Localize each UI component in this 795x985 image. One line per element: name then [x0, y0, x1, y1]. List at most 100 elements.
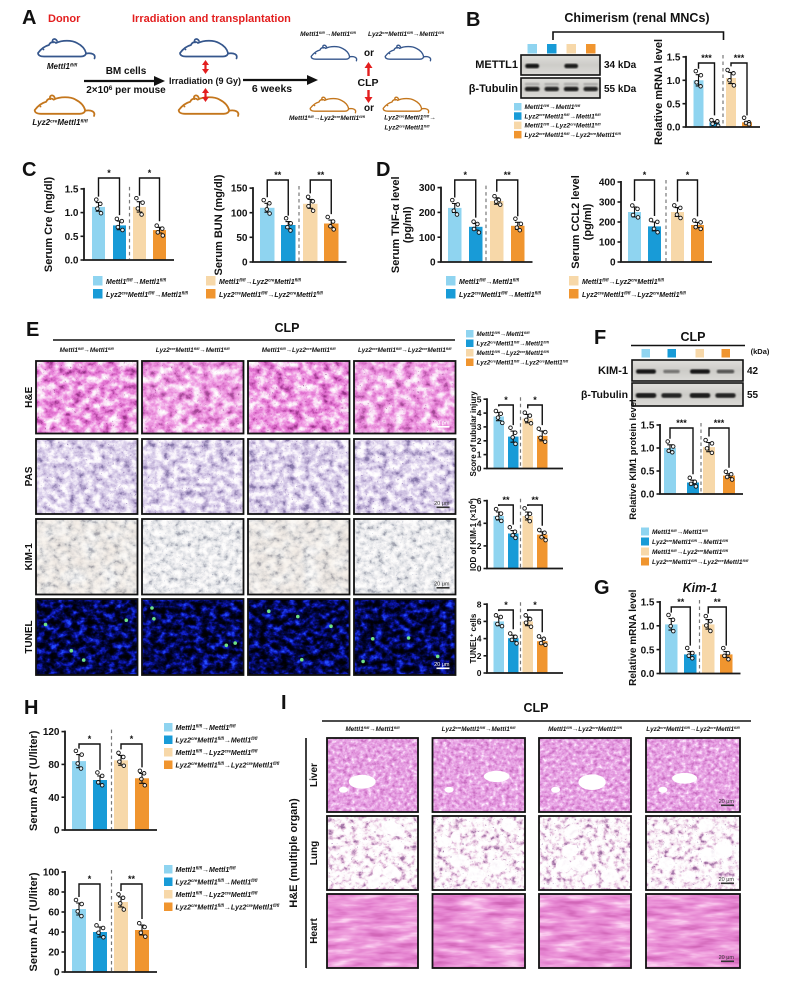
- svg-text:BM cells: BM cells: [106, 66, 147, 77]
- svg-text:4: 4: [477, 408, 482, 418]
- svg-text:β-Tubulin: β-Tubulin: [469, 83, 519, 95]
- svg-text:**: **: [502, 495, 510, 505]
- svg-text:**: **: [504, 170, 512, 180]
- svg-text:0: 0: [430, 258, 436, 269]
- svg-text:Score of tubular injury: Score of tubular injury: [469, 391, 478, 477]
- svg-text:2: 2: [477, 436, 482, 446]
- svg-text:0.0: 0.0: [65, 256, 79, 267]
- svg-text:20 μm: 20 μm: [434, 582, 450, 588]
- svg-text:Mettl1fl/fl→Mettl1fl/fl​: Mettl1fl/fl→Mettl1fl/fl​: [176, 866, 237, 874]
- svg-text:B: B: [466, 9, 480, 31]
- svg-text:Mettl1fl/fl→Lyz2creMettl1fl/fl: Mettl1fl/fl→Lyz2creMettl1fl/fl​: [525, 122, 602, 130]
- svg-text:**: **: [677, 597, 685, 607]
- svg-text:0: 0: [477, 668, 482, 678]
- svg-text:400: 400: [599, 178, 616, 189]
- svg-text:0: 0: [477, 564, 482, 574]
- svg-text:Mettl1fl/fl→Lyz2creMettl1fl/fl: Mettl1fl/fl→Lyz2creMettl1fl/fl​: [477, 350, 550, 357]
- svg-text:40: 40: [48, 793, 60, 804]
- svg-text:C: C: [22, 159, 36, 181]
- svg-text:Mettl1fl/fl→Mettl1fl/fl​: Mettl1fl/fl→Mettl1fl/fl​: [345, 726, 400, 733]
- svg-text:Mettl1fl/fl→Lyz2creMettl1fl/fl: Mettl1fl/fl→Lyz2creMettl1fl/fl​: [176, 749, 259, 757]
- svg-text:IOD of KIM-1 (×104): IOD of KIM-1 (×104): [468, 498, 478, 571]
- svg-text:2: 2: [477, 541, 482, 551]
- svg-text:Mettl1fl/fl→Lyz2creMettl1fl/fl: Mettl1fl/fl→Lyz2creMettl1fl/fl​: [582, 278, 665, 286]
- svg-text:Lyz2creMettl1fl/fl→Mettl1fl/fl: Lyz2creMettl1fl/fl→Mettl1fl/fl​: [477, 341, 550, 348]
- svg-text:β-Tubulin: β-Tubulin: [581, 389, 628, 401]
- svg-text:0: 0: [242, 258, 248, 269]
- svg-text:120: 120: [43, 727, 60, 738]
- svg-text:300: 300: [419, 183, 436, 194]
- svg-text:0.0: 0.0: [641, 490, 655, 501]
- svg-text:Lyz2creMettl1fl/fl→Mettl1fl/fl: Lyz2creMettl1fl/fl→Mettl1fl/fl​: [525, 112, 602, 120]
- svg-text:0: 0: [610, 258, 616, 269]
- svg-text:55: 55: [747, 390, 759, 401]
- svg-text:55 kDa: 55 kDa: [604, 84, 637, 95]
- svg-text:Relative mRNA level: Relative mRNA level: [628, 589, 639, 686]
- svg-text:I: I: [281, 692, 287, 714]
- svg-text:Serum Cre (mg/dl): Serum Cre (mg/dl): [43, 176, 55, 272]
- svg-text:3: 3: [477, 422, 482, 432]
- svg-text:80: 80: [48, 888, 60, 899]
- svg-text:Mettl1fl/fl→Lyz2creMettl1fl/fl: Mettl1fl/fl→Lyz2creMettl1fl/fl​: [289, 114, 366, 122]
- svg-text:Mettl1fl/fl→Mettl1fl/fl​: Mettl1fl/fl→Mettl1fl/fl​: [459, 278, 520, 286]
- svg-text:Lyz2creMettl1fl/fl→: Lyz2creMettl1fl/fl→: [384, 113, 435, 121]
- svg-text:34 kDa: 34 kDa: [604, 60, 637, 71]
- svg-text:2: 2: [477, 651, 482, 661]
- svg-text:20 μm: 20 μm: [434, 421, 450, 427]
- svg-text:Mettl1fl/fl→Mettl1fl/fl​: Mettl1fl/fl→Mettl1fl/fl​: [652, 528, 709, 536]
- svg-text:*: *: [533, 395, 537, 405]
- svg-text:(pg/ml): (pg/ml): [582, 203, 594, 240]
- svg-text:CLP: CLP: [275, 321, 300, 335]
- svg-text:Serum CCL2 level: Serum CCL2 level: [570, 175, 582, 269]
- svg-text:Lyz2creMettl1fl/fl→Mettl1fl/fl: Lyz2creMettl1fl/fl→Mettl1fl/fl​: [176, 878, 259, 886]
- svg-text:*: *: [686, 170, 690, 180]
- svg-text:20 μm: 20 μm: [434, 501, 450, 507]
- svg-text:Lyz2creMettl1fl/fl​: Lyz2creMettl1fl/fl​: [32, 118, 88, 127]
- svg-text:*: *: [533, 600, 537, 610]
- svg-text:6: 6: [477, 496, 482, 506]
- svg-text:Relative KIM1 protein level: Relative KIM1 protein level: [628, 399, 639, 519]
- svg-text:42: 42: [747, 366, 759, 377]
- svg-text:CLP: CLP: [524, 701, 549, 715]
- svg-text:**: **: [714, 597, 722, 607]
- svg-text:1.5: 1.5: [641, 421, 655, 432]
- svg-text:*: *: [148, 168, 152, 178]
- svg-text:Mettl1fl/fl​: Mettl1fl/fl​: [47, 62, 78, 71]
- svg-text:TUNEL: TUNEL: [24, 620, 35, 653]
- svg-text:*: *: [463, 170, 467, 180]
- svg-text:Lyz2creMettl1fl/fl→Lyz2creMett: Lyz2creMettl1fl/fl→Lyz2creMettl1fl/fl​: [219, 291, 324, 299]
- svg-text:Mettl1fl/fl→Mettl1fl/fl​: Mettl1fl/fl→Mettl1fl/fl​: [106, 278, 167, 286]
- svg-text:0.0: 0.0: [641, 669, 655, 680]
- svg-text:50: 50: [236, 233, 248, 244]
- svg-text:TUNEL+ cells: TUNEL+ cells: [469, 613, 478, 663]
- svg-text:1.0: 1.0: [65, 208, 79, 219]
- svg-text:*: *: [504, 395, 508, 405]
- svg-text:Serum BUN (mg/dl): Serum BUN (mg/dl): [213, 174, 225, 275]
- svg-text:20 μm: 20 μm: [719, 955, 735, 961]
- svg-text:Lyz2creMettl1fl/fl→Mettl1fl/fl: Lyz2creMettl1fl/fl→Mettl1fl/fl​: [652, 538, 729, 546]
- svg-text:**: **: [317, 170, 325, 180]
- svg-text:F: F: [594, 327, 606, 349]
- svg-text:20: 20: [48, 948, 60, 959]
- svg-text:G: G: [594, 577, 610, 599]
- svg-text:80: 80: [48, 760, 60, 771]
- svg-text:100: 100: [231, 208, 248, 219]
- svg-text:*: *: [643, 170, 647, 180]
- svg-text:or: or: [364, 103, 374, 114]
- svg-text:**: **: [128, 874, 136, 884]
- svg-text:Serum ALT (U/liter): Serum ALT (U/liter): [28, 872, 40, 971]
- svg-text:1.0: 1.0: [641, 444, 655, 455]
- svg-text:**: **: [531, 495, 539, 505]
- svg-text:Serum TNF-α level: Serum TNF-α level: [390, 176, 402, 273]
- svg-text:Lyz2creMettl1fl/fl→Lyz2creMett: Lyz2creMettl1fl/fl→Lyz2creMettl1fl/fl​: [652, 558, 749, 566]
- svg-text:*: *: [88, 734, 92, 744]
- svg-text:Mettl1fl/fl→Lyz2creMettl1fl/fl: Mettl1fl/fl→Lyz2creMettl1fl/fl​: [176, 891, 259, 899]
- svg-text:1.0: 1.0: [641, 621, 655, 632]
- svg-text:Mettl1fl/fl→Lyz2creMettl1fl/fl: Mettl1fl/fl→Lyz2creMettl1fl/fl​: [548, 726, 623, 733]
- svg-text:4: 4: [477, 518, 482, 528]
- svg-text:***: ***: [714, 418, 725, 428]
- svg-text:(pg/ml): (pg/ml): [402, 206, 414, 243]
- svg-text:0.5: 0.5: [641, 645, 655, 656]
- svg-text:20 μm: 20 μm: [434, 662, 450, 668]
- svg-text:Mettl1fl/fl→Mettl1fl/fl​: Mettl1fl/fl→Mettl1fl/fl​: [525, 103, 582, 111]
